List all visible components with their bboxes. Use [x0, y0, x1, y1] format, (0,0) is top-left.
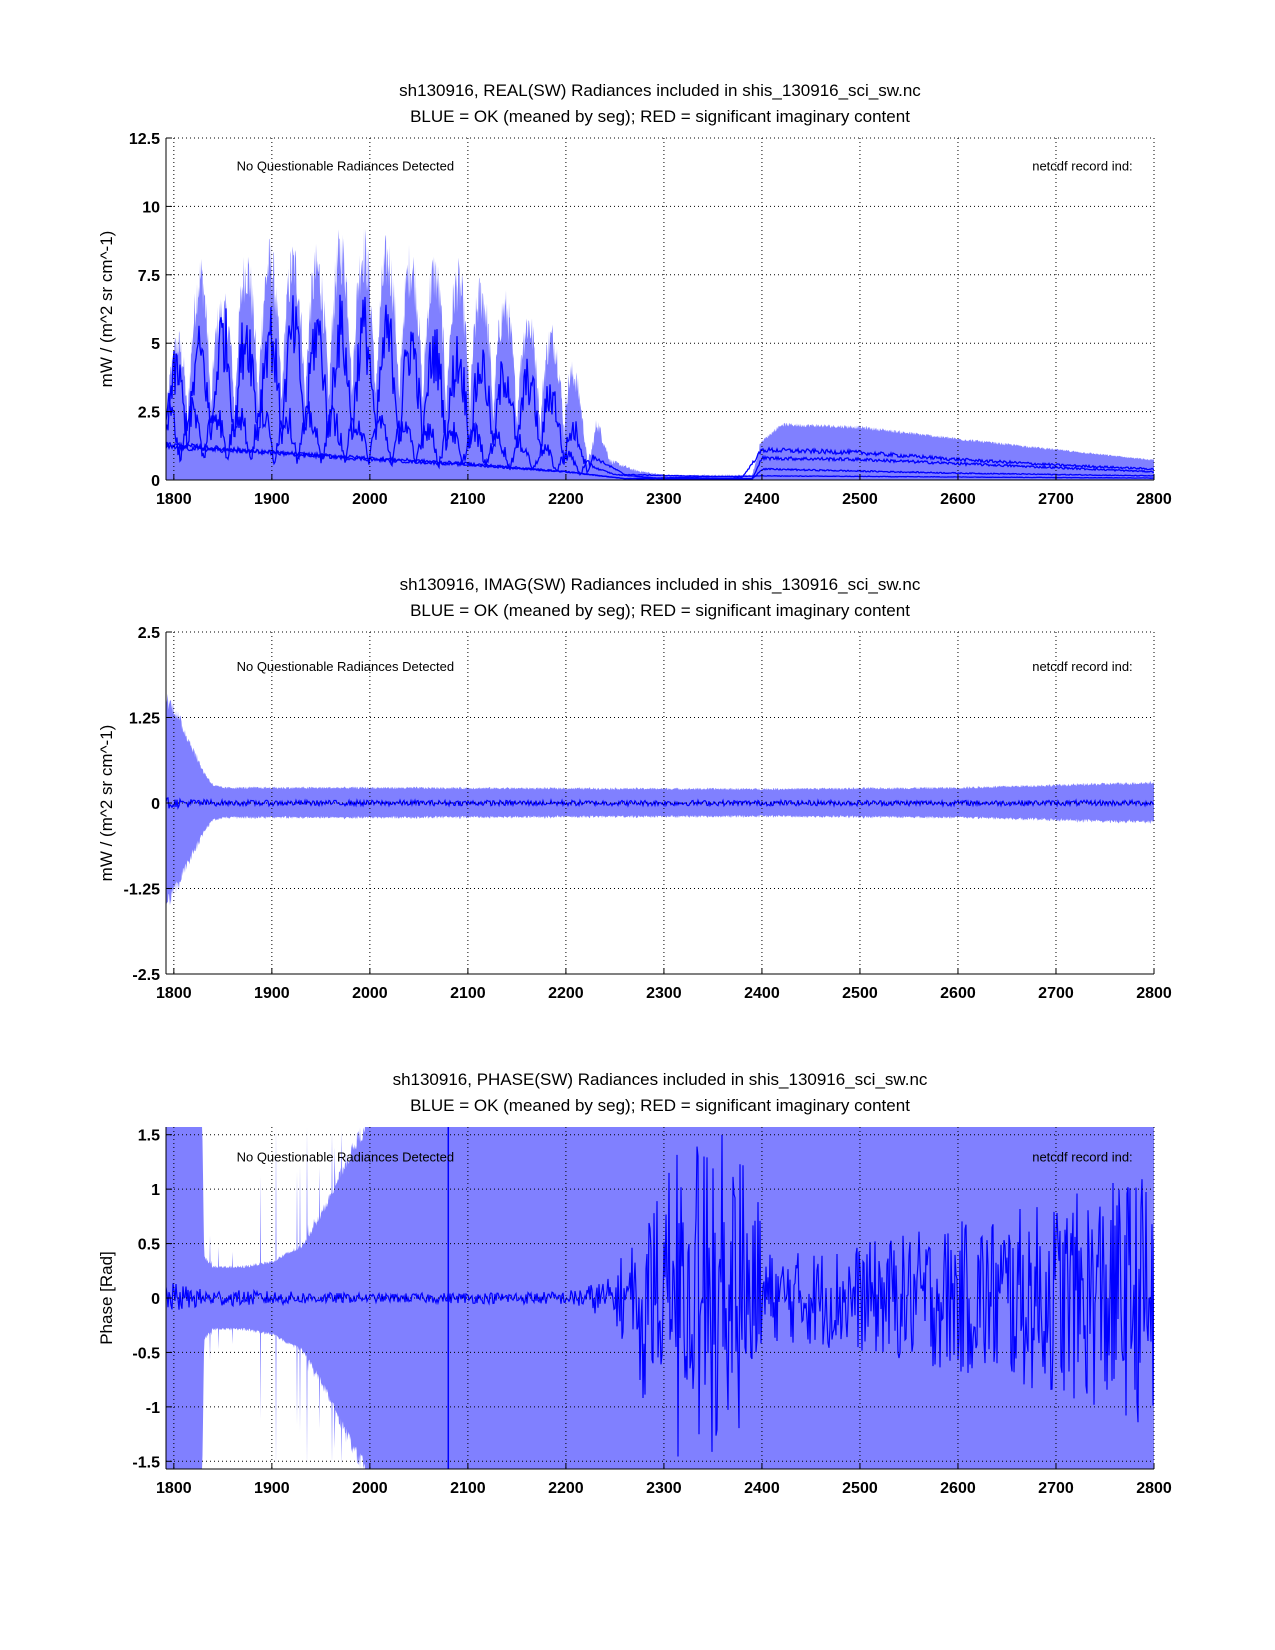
x-tick-label: 2100 — [450, 1480, 486, 1497]
y-tick-label: 1.5 — [138, 1128, 160, 1145]
chart-title: sh130916, REAL(SW) Radiances included in… — [399, 81, 921, 100]
x-tick-label: 2100 — [450, 985, 486, 1002]
y-tick-label: 2.5 — [138, 405, 160, 422]
x-tick-label: 2700 — [1038, 491, 1074, 508]
x-tick-label: 2600 — [940, 1480, 976, 1497]
x-tick-label: 2300 — [646, 985, 682, 1002]
x-tick-label: 2700 — [1038, 985, 1074, 1002]
y-tick-label: -0.5 — [132, 1345, 160, 1362]
annotation: netcdf record ind: — [1032, 158, 1132, 173]
x-tick-label: 2700 — [1038, 1480, 1074, 1497]
y-tick-label: 5 — [151, 336, 160, 353]
x-tick-label: 1800 — [156, 985, 192, 1002]
x-tick-label: 2100 — [450, 491, 486, 508]
y-tick-label: 1 — [151, 1182, 160, 1199]
x-tick-label: 2800 — [1136, 1480, 1172, 1497]
subplot-2: 1800 1900 2000 2100 2200 2300 2400 2500 2600 2700… — [97, 575, 1172, 1002]
x-tick-label: 1900 — [254, 491, 290, 508]
chart-subtitle: BLUE = OK (meaned by seg); RED = signifi… — [410, 601, 910, 620]
x-tick-label: 2400 — [744, 1480, 780, 1497]
chart-subtitle: BLUE = OK (meaned by seg); RED = signifi… — [410, 1096, 910, 1115]
x-tick-label: 2200 — [548, 1480, 584, 1497]
series-mean-seg-3 — [166, 441, 1154, 480]
x-tick-label: 1900 — [254, 1480, 290, 1497]
x-tick-label: 2600 — [940, 985, 976, 1002]
x-tick-label: 1800 — [156, 1480, 192, 1497]
y-tick-label: -1 — [146, 1400, 160, 1417]
y-tick-label: -1.5 — [132, 1454, 160, 1471]
plot-area — [166, 1127, 1154, 1469]
x-tick-label: 2600 — [940, 491, 976, 508]
x-tick-label: 2400 — [744, 985, 780, 1002]
plot-area — [166, 693, 1154, 906]
annotation: No Questionable Radiances Detected — [237, 158, 455, 173]
y-tick-label: 10 — [142, 199, 160, 216]
x-tick-label: 2300 — [646, 1480, 682, 1497]
annotation: No Questionable Radiances Detected — [237, 659, 455, 674]
envelope-area — [166, 693, 1154, 906]
x-tick-label: 2000 — [352, 491, 388, 508]
x-tick-label: 1800 — [156, 491, 192, 508]
y-tick-label: 7.5 — [138, 268, 160, 285]
annotation: No Questionable Radiances Detected — [237, 1149, 455, 1164]
y-tick-label: 12.5 — [129, 131, 160, 148]
subplot-3: 1800 1900 2000 2100 2200 2300 2400 2500 2600 2700… — [97, 1070, 1172, 1497]
x-tick-label: 2300 — [646, 491, 682, 508]
y-axis-label: mW / (m^2 sr cm^-1) — [97, 231, 116, 388]
x-tick-label: 2500 — [842, 985, 878, 1002]
x-tick-label: 2500 — [842, 491, 878, 508]
y-tick-label: -2.5 — [132, 967, 160, 984]
y-axis-label: Phase [Rad] — [97, 1251, 116, 1345]
x-tick-label: 2000 — [352, 1480, 388, 1497]
y-tick-label: 0 — [151, 1291, 160, 1308]
y-tick-label: -1.25 — [124, 882, 161, 899]
envelope-area — [166, 227, 1154, 480]
x-tick-label: 2500 — [842, 1480, 878, 1497]
x-tick-label: 2000 — [352, 985, 388, 1002]
annotation: netcdf record ind: — [1032, 1149, 1132, 1164]
y-tick-label: 0 — [151, 796, 160, 813]
plot-area — [166, 227, 1154, 480]
x-tick-label: 2200 — [548, 985, 584, 1002]
y-axis-label: mW / (m^2 sr cm^-1) — [97, 725, 116, 882]
series-mean — [166, 1134, 1154, 1457]
y-tick-label: 1.25 — [129, 711, 160, 728]
y-tick-label: 0 — [151, 473, 160, 490]
x-tick-label: 2200 — [548, 491, 584, 508]
x-tick-label: 2800 — [1136, 985, 1172, 1002]
series-mean-seg-4 — [166, 444, 1154, 480]
x-tick-label: 1900 — [254, 985, 290, 1002]
y-tick-label: 2.5 — [138, 625, 160, 642]
x-tick-label: 2800 — [1136, 491, 1172, 508]
envelope-area — [166, 1127, 1154, 1469]
chart-subtitle: BLUE = OK (meaned by seg); RED = signifi… — [410, 107, 910, 126]
y-tick-label: 0.5 — [138, 1237, 160, 1254]
chart-title: sh130916, IMAG(SW) Radiances included in… — [400, 575, 921, 594]
chart-title: sh130916, PHASE(SW) Radiances included i… — [393, 1070, 928, 1089]
annotation: netcdf record ind: — [1032, 659, 1132, 674]
subplot-1: 1800 1900 2000 2100 2200 2300 2400 2500 2600 2700… — [97, 81, 1172, 508]
x-tick-label: 2400 — [744, 491, 780, 508]
